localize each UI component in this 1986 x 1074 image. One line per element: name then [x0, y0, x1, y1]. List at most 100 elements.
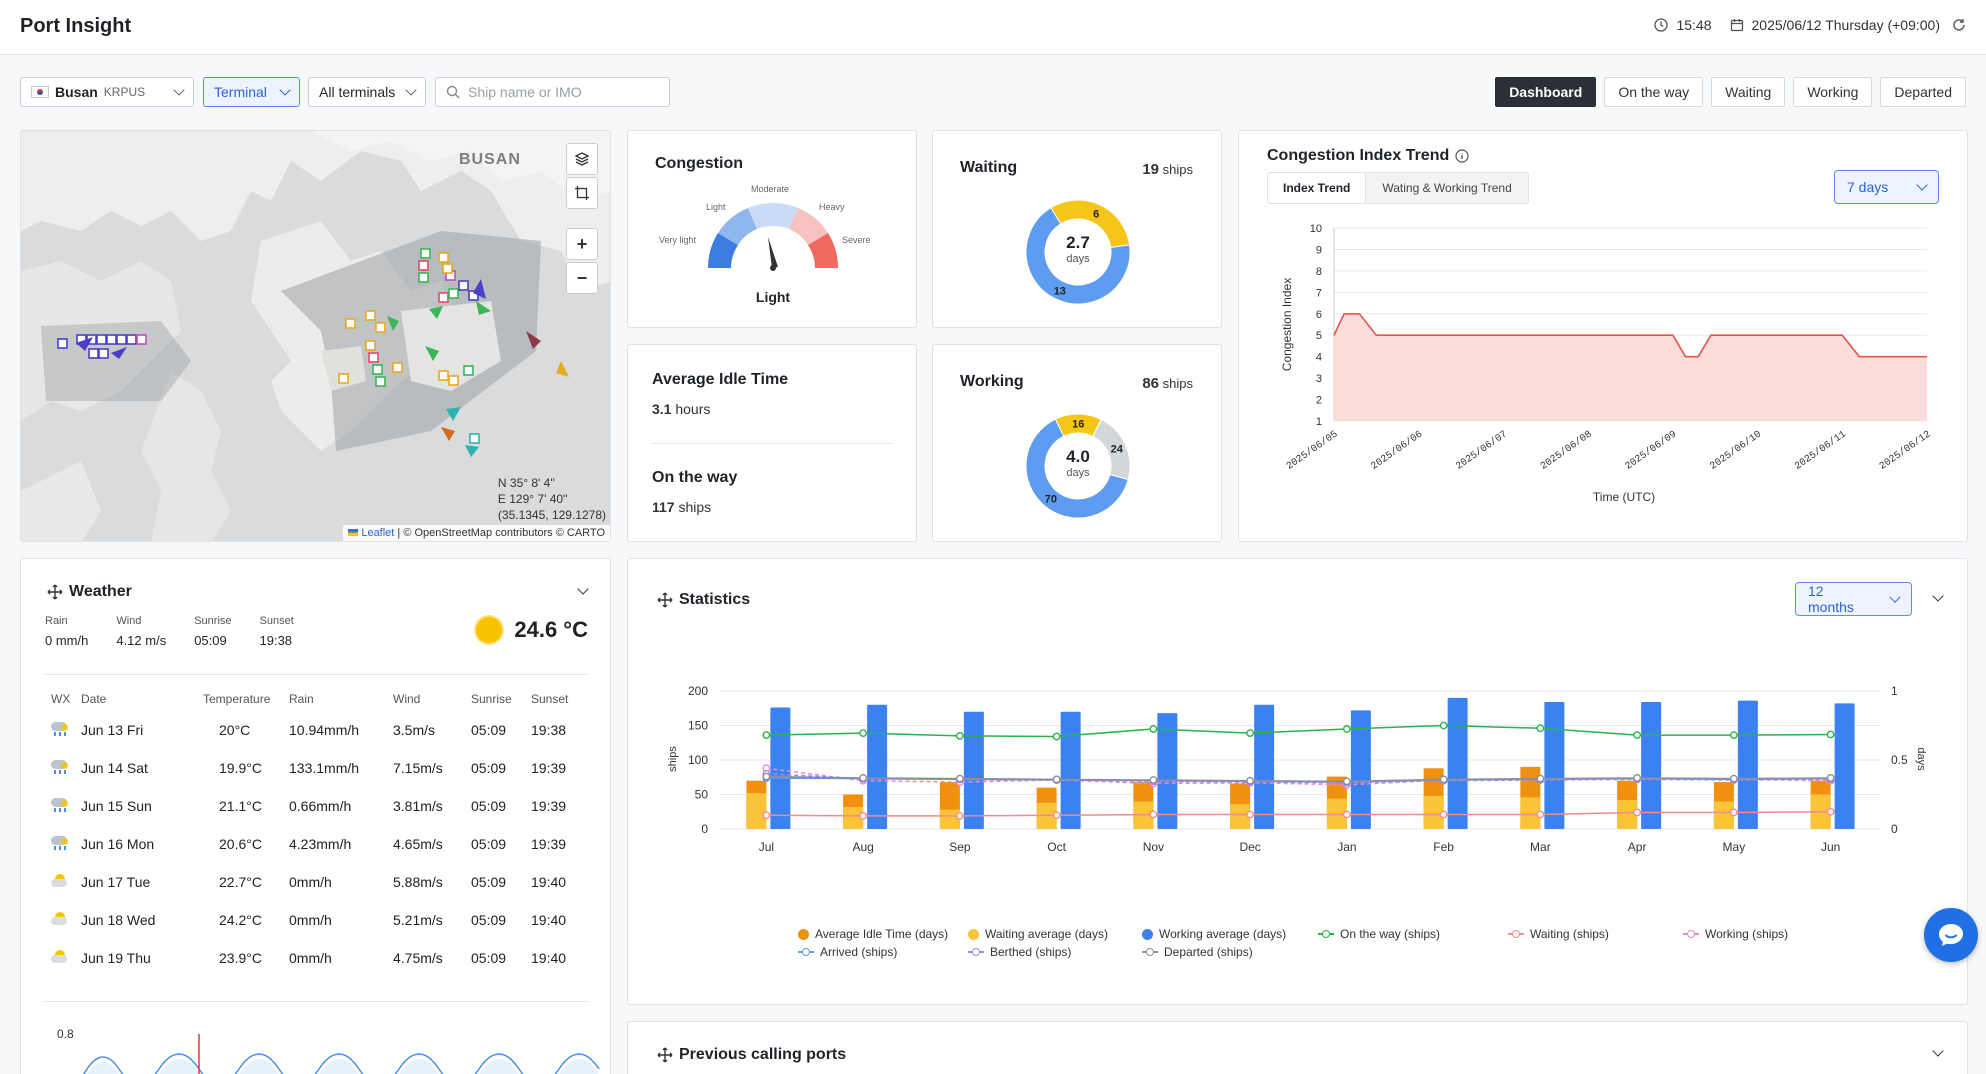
- legend-label: Working average (days): [1159, 927, 1287, 941]
- idle-block: Average Idle Time 3.1 hours: [652, 371, 788, 417]
- zoom-out-button[interactable]: −: [566, 262, 598, 294]
- legend-item[interactable]: Working average (days): [1142, 927, 1286, 941]
- x-tick-label: May: [1723, 840, 1746, 854]
- terminal-select-label: All terminals: [319, 84, 396, 100]
- map-canvas[interactable]: [21, 131, 611, 542]
- series-point: [859, 729, 868, 737]
- tab-dashboard[interactable]: Dashboard: [1495, 77, 1597, 107]
- weather-summary: Rain 0 mm/h Wind 4.12 m/s Sunrise 05:09 Sun…: [45, 615, 294, 648]
- series-line: [766, 811, 1831, 817]
- sun-cloud-icon: [51, 901, 81, 939]
- legend-item[interactable]: Berthed (ships): [968, 945, 1071, 959]
- x-tick-label: 2025/06/11: [1793, 428, 1849, 472]
- ship-search[interactable]: [435, 77, 670, 107]
- forecast-date: Jun 18 Wed: [81, 912, 156, 928]
- terminal-select[interactable]: All terminals: [308, 77, 426, 107]
- trend-range-select[interactable]: 7 days: [1834, 170, 1939, 204]
- y2-axis-label: days: [1915, 747, 1927, 771]
- series-point: [1729, 774, 1738, 783]
- forecast-rain: 10.94mm/h: [289, 722, 360, 738]
- minus-icon: −: [576, 267, 588, 288]
- tab-index-trend[interactable]: Index Trend: [1268, 173, 1367, 203]
- leaflet-link[interactable]: Leaflet: [361, 527, 395, 539]
- series-point: [955, 774, 964, 783]
- port-map[interactable]: BUSAN: [20, 130, 611, 542]
- series-line: [766, 767, 1831, 786]
- forecast-rain: 0mm/h: [289, 874, 332, 890]
- waiting-card: Waiting 19 ships 6 13 2.7 days: [932, 130, 1222, 328]
- tab-waiting-working-trend[interactable]: Wating & Working Trend: [1366, 173, 1528, 203]
- legend-label: Berthed (ships): [990, 945, 1072, 959]
- gauge-label-very-light: Very light: [659, 235, 697, 245]
- forecast-row: Jun 13 Fri 20°C 10.94mm/h 3.5m/s 05:09 19:38: [51, 711, 591, 749]
- forecast-date: Jun 14 Sat: [81, 760, 148, 776]
- chat-button[interactable]: [1924, 908, 1978, 962]
- drag-handle-icon[interactable]: [657, 592, 673, 608]
- forecast-rain: 0mm/h: [289, 950, 332, 966]
- area-select-button[interactable]: [566, 177, 598, 209]
- donut-slice-label: 24: [1111, 444, 1124, 456]
- vessel-square-marker[interactable]: [57, 248, 480, 444]
- y-tick-label: 3: [1316, 373, 1322, 385]
- series-point: [1633, 808, 1642, 817]
- congestion-current: Light: [755, 289, 791, 305]
- forecast-sunrise: 05:09: [471, 760, 507, 776]
- type-select-label: Terminal: [214, 84, 267, 100]
- legend-item[interactable]: Waiting (ships): [1508, 927, 1609, 941]
- legend-item[interactable]: Arrived (ships): [798, 945, 897, 959]
- ontheway-title: On the way: [652, 469, 738, 486]
- legend-item[interactable]: Departed (ships): [1142, 945, 1253, 959]
- port-select[interactable]: Busan KRPUS: [20, 77, 194, 107]
- legend-line-icon: [1142, 947, 1158, 957]
- y-tick-label: 150: [688, 719, 708, 733]
- top-bar: Port Insight 15:48 2025/06/12 Thursday (…: [0, 0, 1986, 55]
- legend-item[interactable]: Waiting average (days): [968, 927, 1108, 941]
- donut-slice-label: 13: [1054, 285, 1066, 297]
- col-sunset: Sunset: [531, 692, 569, 706]
- tab-on-the-way[interactable]: On the way: [1604, 77, 1704, 107]
- collapse-chevron-icon[interactable]: [1932, 1045, 1944, 1057]
- drag-handle-icon[interactable]: [657, 1047, 673, 1063]
- waiting-center: 2.7 days: [1018, 233, 1138, 265]
- layers-button[interactable]: [566, 143, 598, 175]
- x-tick-label: Mar: [1530, 840, 1551, 854]
- vessel-markers[interactable]: [21, 131, 611, 542]
- legend-item[interactable]: Working (ships): [1683, 927, 1788, 941]
- header-date: 2025/06/12 Thursday (+09:00): [1751, 17, 1941, 33]
- tab-working[interactable]: Working: [1793, 77, 1873, 107]
- legend-item[interactable]: On the way (ships): [1318, 927, 1440, 941]
- map-decimal: (35.1345, 129.1278): [497, 508, 606, 522]
- previous-ports-card: Previous calling ports: [627, 1021, 1968, 1074]
- refresh-icon[interactable]: [1952, 18, 1966, 32]
- forecast-wind: 3.5m/s: [393, 722, 436, 738]
- legend-label: On the way (ships): [1340, 927, 1441, 941]
- bar-working: [963, 711, 984, 829]
- tab-waiting[interactable]: Waiting: [1711, 77, 1786, 107]
- zoom-in-button[interactable]: +: [566, 228, 598, 260]
- ship-search-input[interactable]: [468, 84, 658, 100]
- bar-working: [867, 704, 888, 829]
- x-tick-label: Oct: [1047, 840, 1066, 854]
- x-tick-label: Apr: [1628, 840, 1647, 854]
- forecast-sunset: 19:39: [531, 836, 567, 852]
- legend-label: Working (ships): [1705, 927, 1789, 941]
- drag-handle-icon[interactable]: [47, 584, 63, 600]
- vessel-arrow-marker[interactable]: [76, 279, 569, 457]
- type-select[interactable]: Terminal: [203, 77, 300, 107]
- collapse-chevron-icon[interactable]: [577, 583, 589, 595]
- info-icon[interactable]: [1455, 149, 1469, 163]
- idle-value-row: 3.1 hours: [652, 401, 788, 417]
- x-tick-label: Sep: [949, 840, 971, 854]
- rain-cloud-icon: [51, 825, 81, 863]
- bar-working: [1060, 711, 1081, 829]
- map-attribution: Leaflet | © OpenStreetMap contributors ©…: [343, 525, 610, 541]
- statistics-range-select[interactable]: 12 months: [1795, 582, 1912, 616]
- legend-item[interactable]: Average Idle Time (days): [798, 927, 948, 941]
- x-tick-label: 2025/06/10: [1708, 428, 1764, 472]
- waiting-unit: ships: [1162, 162, 1193, 177]
- tab-departed[interactable]: Departed: [1880, 77, 1966, 107]
- working-center: 4.0 days: [1018, 447, 1138, 479]
- calendar-icon: [1730, 19, 1743, 32]
- statistics-chart: 0 50 100 150 200 0 0.5 1 ships days Jul Aug Sep Oct No…: [667, 684, 1927, 854]
- series-point: [1826, 730, 1835, 739]
